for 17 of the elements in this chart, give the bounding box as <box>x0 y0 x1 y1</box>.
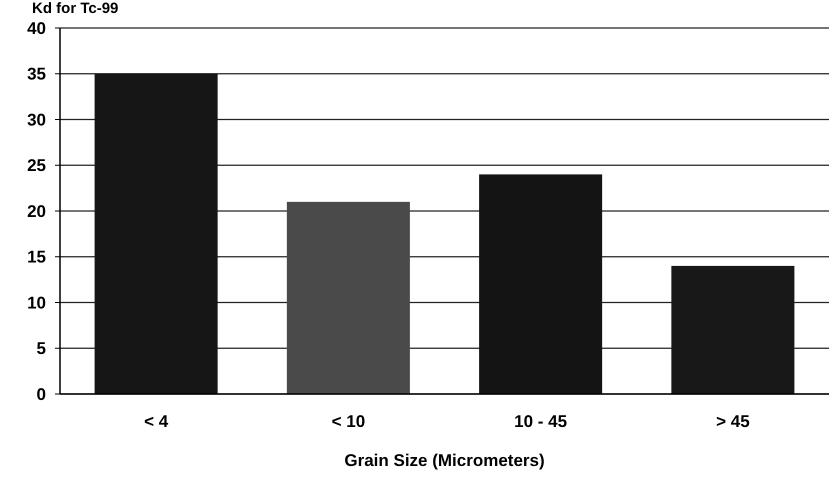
y-tick-label: 30 <box>27 110 46 130</box>
y-tick-label: 20 <box>27 202 46 221</box>
x-tick-label: < 4 <box>144 412 169 431</box>
x-tick-label: < 10 <box>332 412 366 431</box>
chart-title: Kd for Tc-99 <box>32 0 118 17</box>
y-tick-label: 0 <box>36 384 46 404</box>
x-axis-title: Grain Size (Micrometers) <box>344 451 545 470</box>
y-tick-label: 15 <box>27 248 46 267</box>
x-tick-label: 10 - 45 <box>514 412 568 431</box>
y-tick-label: 40 <box>27 18 46 38</box>
y-tick-label: 10 <box>27 293 46 312</box>
y-tick-label: 5 <box>36 339 46 358</box>
x-tick-label: > 45 <box>716 412 750 431</box>
bar <box>286 202 410 394</box>
y-tick-label: 35 <box>27 64 46 84</box>
bar <box>479 174 602 394</box>
y-tick-label: 25 <box>27 156 46 176</box>
